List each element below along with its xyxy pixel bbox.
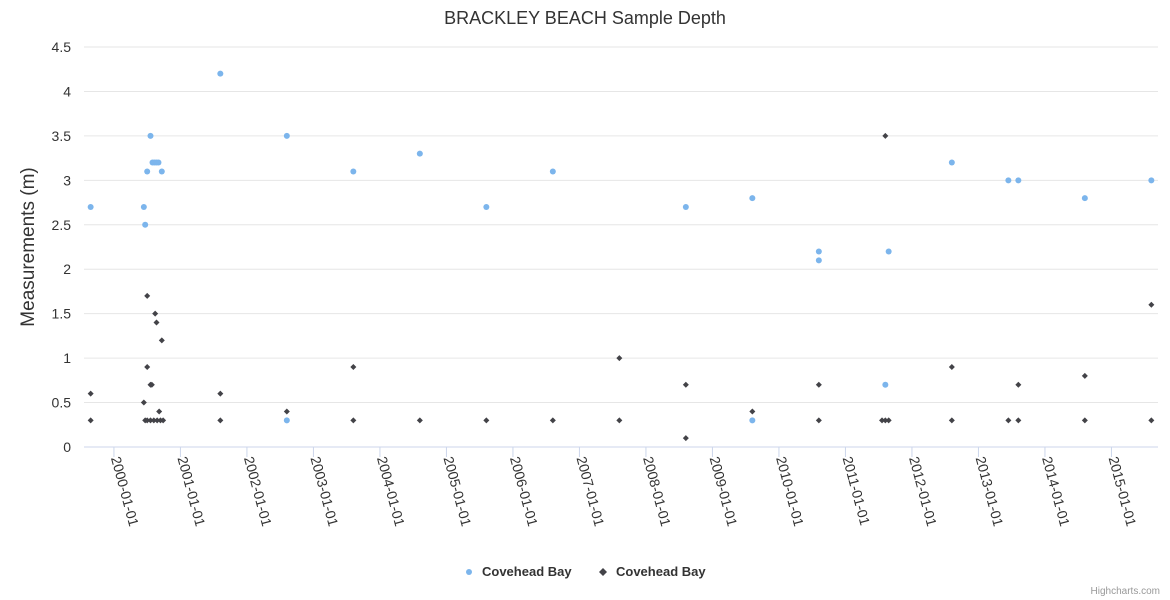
point-series-2[interactable] [350, 364, 357, 370]
point-series-2[interactable] [158, 337, 165, 344]
legend-marker-circle[interactable] [466, 569, 472, 575]
point-series-2[interactable] [87, 390, 94, 397]
point-series-2[interactable] [160, 417, 167, 424]
point-series-2[interactable] [1005, 417, 1012, 424]
point-series-2[interactable] [815, 381, 822, 388]
point-series-1[interactable] [948, 159, 955, 166]
highcharts-credit[interactable]: Highcharts.com [1091, 586, 1160, 597]
point-series-2[interactable] [616, 355, 623, 362]
point-series-1[interactable] [483, 204, 490, 210]
point-series-1[interactable] [142, 221, 149, 228]
point-series-2[interactable] [1081, 417, 1088, 424]
y-axis-ticks: 0 0.5 1 1.5 2 2.5 3 3.5 4 4.5 [52, 39, 72, 455]
point-series-2[interactable] [350, 417, 357, 424]
point-series-2[interactable] [549, 417, 556, 424]
y-tick-label: 3 [63, 172, 71, 188]
point-series-1[interactable] [1005, 177, 1012, 184]
point-series-1[interactable] [549, 168, 556, 175]
y-tick-label: 3.5 [52, 128, 72, 144]
point-series-1[interactable] [158, 168, 165, 175]
point-series-2[interactable] [1148, 417, 1155, 424]
point-series-2[interactable] [948, 364, 955, 370]
point-series-1[interactable] [815, 257, 822, 264]
point-series-2[interactable] [154, 417, 161, 424]
y-axis-label: Measurements (m) [18, 167, 39, 326]
point-series-1[interactable] [749, 195, 756, 202]
point-series-1[interactable] [140, 204, 147, 210]
point-series-1[interactable] [283, 132, 290, 139]
y-tick-label: 1.5 [52, 306, 72, 322]
point-series-2[interactable] [148, 381, 155, 388]
point-series-2[interactable] [882, 132, 889, 139]
point-series-1[interactable] [147, 132, 154, 139]
point-series-2[interactable] [882, 417, 889, 424]
point-series-2[interactable] [144, 364, 151, 370]
point-series-2[interactable] [147, 417, 154, 424]
point-series-2[interactable] [1081, 372, 1088, 379]
legend-marker-diamond[interactable] [599, 568, 607, 576]
point-series-1[interactable] [1015, 177, 1022, 184]
point-series-2[interactable] [885, 417, 892, 424]
y-tick-label: 1 [63, 350, 71, 366]
y-tick-label: 2 [63, 261, 71, 277]
legend-item-covehead-bay-1[interactable]: Covehead Bay [482, 564, 572, 579]
point-series-1[interactable] [815, 248, 822, 255]
point-series-2[interactable] [144, 292, 151, 299]
point-series-1[interactable] [749, 417, 756, 424]
point-series-1[interactable] [155, 159, 162, 166]
point-series-2[interactable] [150, 417, 157, 424]
point-series-2[interactable] [1148, 301, 1155, 308]
point-series-2[interactable] [616, 417, 623, 424]
point-series-1[interactable] [350, 168, 357, 175]
point-series-2[interactable] [879, 417, 886, 424]
point-series-2[interactable] [152, 310, 159, 317]
point-series-2[interactable] [1015, 381, 1022, 388]
chart-title: BRACKLEY BEACH Sample Depth [444, 8, 726, 28]
point-series-1[interactable] [87, 204, 94, 210]
point-series-2[interactable] [153, 319, 160, 326]
point-series-2[interactable] [749, 408, 756, 415]
point-series-1[interactable] [885, 248, 892, 255]
point-series-1[interactable] [1081, 195, 1088, 202]
point-series-2[interactable] [217, 417, 224, 424]
point-series-2[interactable] [815, 417, 822, 424]
data-points [87, 70, 1155, 442]
point-series-2[interactable] [948, 417, 955, 424]
point-series-2[interactable] [283, 408, 290, 415]
point-series-1[interactable] [217, 70, 224, 77]
point-series-1[interactable] [416, 150, 423, 157]
point-series-2[interactable] [416, 417, 423, 424]
point-series-2[interactable] [156, 408, 163, 415]
point-series-1[interactable] [682, 204, 689, 210]
y-tick-label: 0.5 [52, 395, 72, 411]
point-series-2[interactable] [483, 417, 490, 424]
point-series-2[interactable] [140, 399, 147, 406]
point-series-1[interactable] [882, 381, 889, 388]
point-series-2[interactable] [87, 417, 94, 424]
y-tick-label: 4 [63, 83, 71, 99]
y-tick-label: 4.5 [52, 39, 72, 55]
legend-item-covehead-bay-2[interactable]: Covehead Bay [616, 564, 706, 579]
point-series-1[interactable] [1148, 177, 1155, 184]
point-series-1[interactable] [283, 417, 290, 424]
y-tick-label: 0 [63, 439, 71, 455]
point-series-1[interactable] [144, 168, 151, 175]
point-series-2[interactable] [1015, 417, 1022, 424]
point-series-2[interactable] [144, 417, 151, 424]
point-series-2[interactable] [217, 390, 224, 397]
point-series-2[interactable] [682, 435, 689, 442]
legend[interactable]: Covehead Bay Covehead Bay [466, 564, 706, 579]
y-tick-label: 2.5 [52, 217, 72, 233]
point-series-2[interactable] [682, 381, 689, 388]
